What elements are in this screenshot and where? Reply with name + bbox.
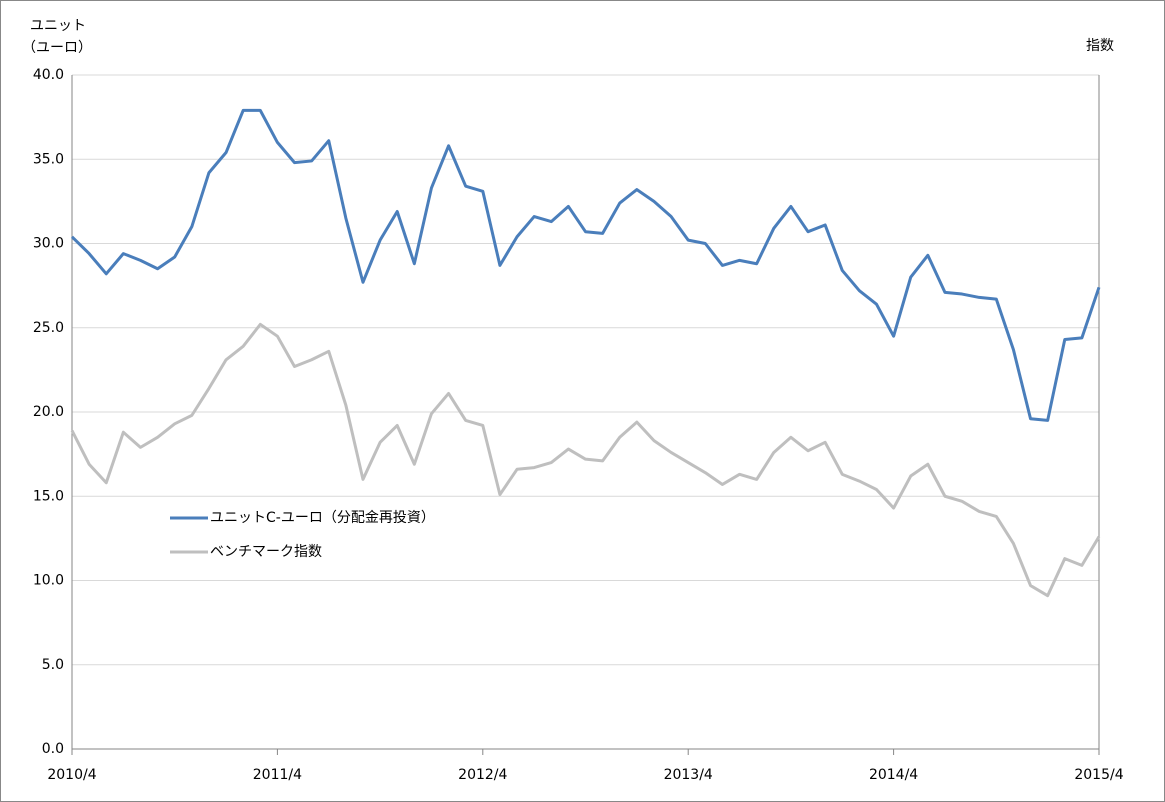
x-tick-label: 2010/4: [47, 767, 96, 783]
y-axis-label: （ユーロ）: [22, 40, 92, 56]
y-tick-label: 40.0: [33, 67, 64, 83]
y-tick-label: 25.0: [33, 320, 64, 336]
y-tick-label: 15.0: [33, 488, 64, 504]
x-tick-label: 2013/4: [664, 767, 713, 783]
y2-axis-label: 指数: [1086, 38, 1114, 54]
y-tick-label: 30.0: [33, 236, 64, 252]
y-axis-label: ユニット: [30, 18, 86, 34]
y-tick-label: 35.0: [33, 151, 64, 167]
y-tick-label: 20.0: [33, 404, 64, 420]
x-tick-label: 2015/4: [1074, 767, 1123, 783]
series-line: [70, 108, 1101, 422]
y-tick-label: 5.0: [42, 657, 64, 673]
y-tick-label: 0.0: [42, 741, 64, 757]
series-line: [70, 322, 1101, 598]
x-tick-label: 2014/4: [869, 767, 918, 783]
x-tick-label: 2011/4: [253, 767, 302, 783]
y-tick-label: 10.0: [33, 573, 64, 589]
legend-label: ユニットC-ユーロ（分配金再投資）: [210, 510, 435, 526]
legend-label: ベンチマーク指数: [210, 544, 322, 560]
x-tick-label: 2012/4: [458, 767, 507, 783]
